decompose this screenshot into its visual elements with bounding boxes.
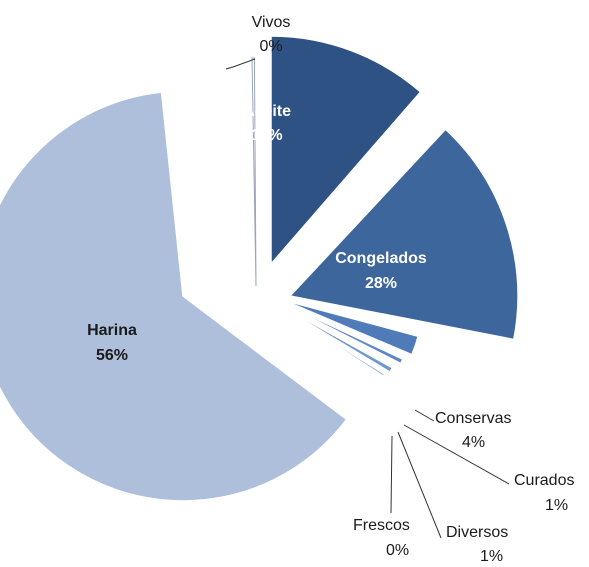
pie-slice-diversos (269, 299, 394, 374)
pie-slice-conservas (282, 299, 420, 356)
slice-value-curados: 1% (545, 497, 568, 514)
leader-line-curados (403, 424, 510, 485)
slice-value-diversos: 1% (480, 548, 503, 565)
slice-value-conservas: 4% (462, 434, 485, 451)
pie-slice-curados (275, 299, 404, 365)
leader-line-conservas (414, 409, 435, 422)
pie-slice-vivos (251, 57, 257, 287)
slice-value-harina: 56% (96, 347, 128, 364)
pie-slice-frescos (265, 299, 386, 378)
slice-label-aceite: Aceite (243, 103, 291, 120)
slice-label-congelados: Congelados (335, 250, 427, 267)
slice-label-curados: Curados (514, 472, 574, 489)
slice-label-vivos: Vivos (252, 14, 291, 31)
pie-slices (0, 35, 519, 502)
slice-value-frescos: 0% (386, 542, 409, 559)
slice-value-congelados: 28% (365, 275, 397, 292)
leader-line-vivos (225, 58, 256, 70)
leader-line-frescos (390, 435, 393, 514)
pie-labels: Vivos 0% Aceite 11% Congelados 28% Conservas 4%… (87, 14, 574, 565)
pie-slice-congelados (288, 128, 519, 341)
slice-label-conservas: Conservas (435, 410, 511, 427)
leader-line-diversos (397, 431, 442, 539)
slice-label-harina: Harina (87, 322, 137, 339)
slice-label-frescos: Frescos (353, 517, 410, 534)
slice-value-vivos: 0% (259, 38, 282, 55)
slice-label-diversos: Diversos (446, 524, 508, 541)
pie-slice-aceite (270, 35, 422, 267)
slice-value-aceite: 11% (251, 127, 282, 144)
pie-slice-harina (0, 91, 348, 502)
